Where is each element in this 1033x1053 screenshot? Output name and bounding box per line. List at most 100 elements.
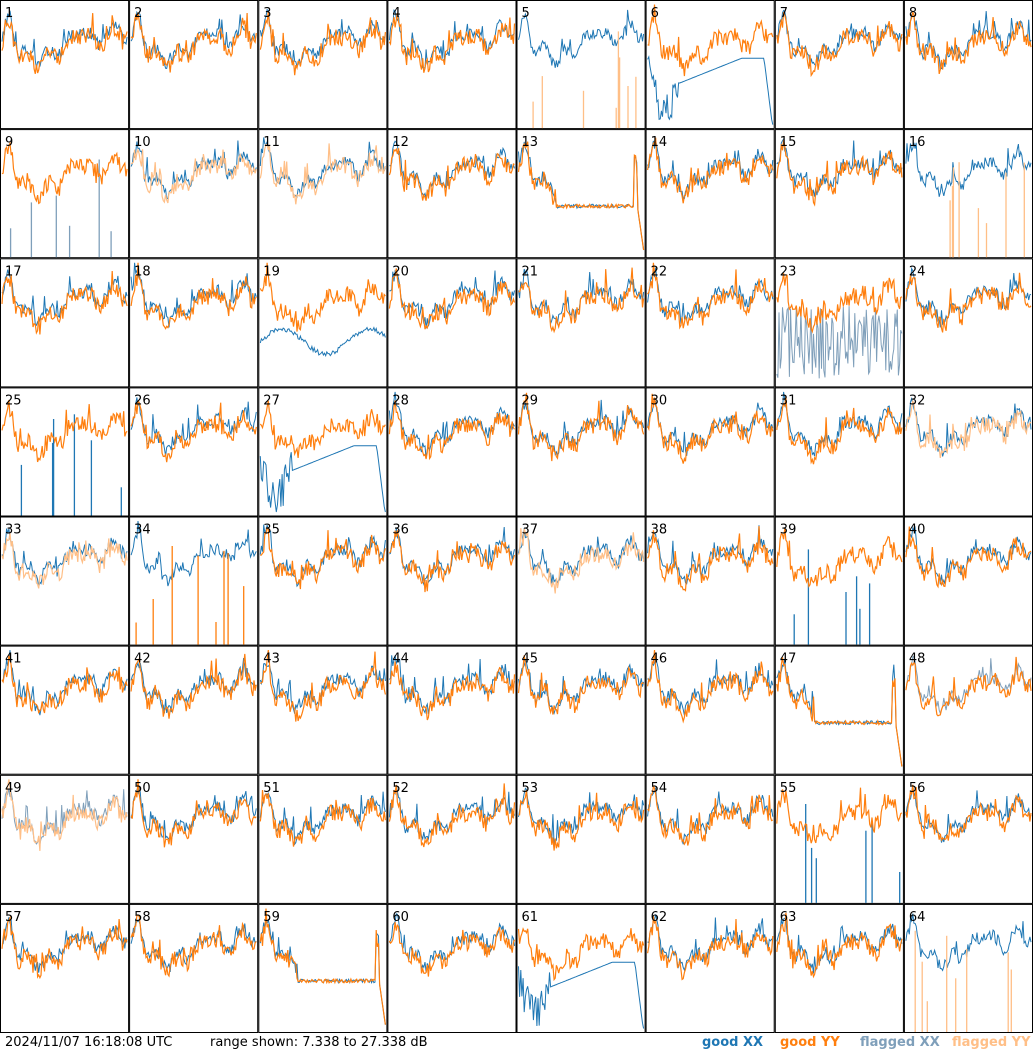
- series-yy: [1, 270, 128, 335]
- panel-frame: [129, 516, 259, 646]
- series-xx: [389, 140, 515, 199]
- panel-label: 10: [134, 135, 151, 150]
- series-yy: [388, 922, 516, 977]
- series-xx: [259, 445, 386, 513]
- legend-flagged-yy: flagged YY: [952, 1035, 1031, 1050]
- series-xx: [130, 262, 257, 328]
- panel-frame: [645, 0, 775, 130]
- series-yy: [517, 927, 645, 982]
- panel-label: 19: [263, 264, 280, 279]
- panel-frame: [0, 645, 130, 775]
- panel-label: 24: [909, 264, 926, 279]
- panel-33: 33: [0, 516, 130, 646]
- panel-5: 5: [516, 0, 646, 130]
- series-yy: [260, 526, 386, 590]
- panel-39: 39: [774, 516, 904, 646]
- panel-34: 34: [129, 516, 259, 646]
- panel-label: 58: [134, 910, 151, 925]
- panel-frame: [516, 129, 646, 259]
- panel-frame: [903, 0, 1033, 130]
- panel-label: 35: [263, 523, 280, 538]
- panel-label: 49: [5, 781, 22, 796]
- series-xx: [389, 269, 515, 329]
- series-yy: [259, 400, 386, 458]
- panel-58: 58: [129, 903, 259, 1033]
- timestamp-label: 2024/11/07 16:18:08 UTC: [5, 1035, 173, 1050]
- panel-24: 24: [903, 258, 1033, 388]
- panel-label: 51: [263, 781, 280, 796]
- panel-frame: [645, 258, 775, 388]
- series-xx: [776, 137, 903, 197]
- panel-label: 13: [522, 135, 539, 150]
- panel-label: 18: [134, 264, 151, 279]
- panel-11: 11: [258, 129, 388, 259]
- panel-42: 42: [129, 645, 259, 775]
- series-xx: [776, 306, 903, 379]
- panel-frame: [774, 516, 904, 646]
- panel-frame: [129, 645, 259, 775]
- series-yy: [517, 528, 645, 594]
- panel-51: 51: [258, 774, 388, 904]
- series-yy: [259, 11, 386, 76]
- panel-frame: [387, 129, 517, 259]
- series-xx: [776, 391, 903, 457]
- series-yy: [776, 912, 903, 979]
- panel-label: 2: [134, 6, 142, 21]
- panel-62: 62: [645, 903, 775, 1033]
- panel-label: 60: [392, 910, 409, 925]
- series-yy: [1, 13, 128, 74]
- panel-frame: [0, 129, 130, 259]
- panel-label: 15: [780, 135, 797, 150]
- panel-53: 53: [516, 774, 646, 904]
- panel-36: 36: [387, 516, 517, 646]
- series-yy: [388, 268, 516, 330]
- panel-18: 18: [129, 258, 259, 388]
- series-yy: [1, 399, 128, 463]
- panel-10: 10: [129, 129, 259, 259]
- panel-label: 31: [780, 393, 797, 408]
- series-yy: [905, 272, 1032, 333]
- series-yy: [905, 656, 1032, 717]
- panel-frame: [516, 645, 646, 775]
- panel-label: 62: [651, 910, 668, 925]
- panel-label: 41: [5, 652, 22, 667]
- series-xx: [518, 9, 645, 68]
- panel-1: 1: [0, 0, 130, 130]
- panel-label: 53: [522, 781, 539, 796]
- series-yy: [259, 908, 386, 1025]
- series-yy: [130, 653, 257, 719]
- legend-good-yy: good YY: [780, 1035, 840, 1050]
- panel-frame: [645, 903, 775, 1033]
- panel-59: 59: [258, 903, 388, 1033]
- panel-16: 16: [903, 129, 1033, 259]
- panel-label: 56: [909, 781, 926, 796]
- panel-frame: [774, 0, 904, 130]
- panel-37: 37: [516, 516, 646, 646]
- series-yy: [259, 650, 386, 722]
- series-xx: [905, 11, 1032, 70]
- range-label: range shown: 7.338 to 27.338 dB: [210, 1035, 428, 1050]
- panel-label: 61: [522, 910, 539, 925]
- panel-label: 63: [780, 910, 797, 925]
- panel-label: 3: [263, 6, 271, 21]
- series-yy: [388, 783, 516, 848]
- panel-4: 4: [387, 0, 517, 130]
- series-yy: [388, 147, 515, 201]
- panel-25: 25: [0, 387, 130, 517]
- series-yy: [647, 4, 774, 77]
- panel-label: 27: [263, 393, 280, 408]
- legend-good-xx: good XX: [702, 1035, 764, 1050]
- panel-32: 32: [903, 387, 1033, 517]
- series-xx: [1, 269, 128, 327]
- panel-label: 34: [134, 523, 151, 538]
- panel-frame: [258, 774, 388, 904]
- panel-44: 44: [387, 645, 517, 775]
- series-yy: [647, 784, 774, 846]
- panel-frame: [645, 516, 775, 646]
- series-yy: [776, 528, 903, 588]
- series-xx: [776, 9, 903, 67]
- panel-frame: [129, 258, 259, 388]
- series-yy: [776, 396, 903, 465]
- panel-frame: [903, 774, 1033, 904]
- series-xx: [388, 913, 515, 973]
